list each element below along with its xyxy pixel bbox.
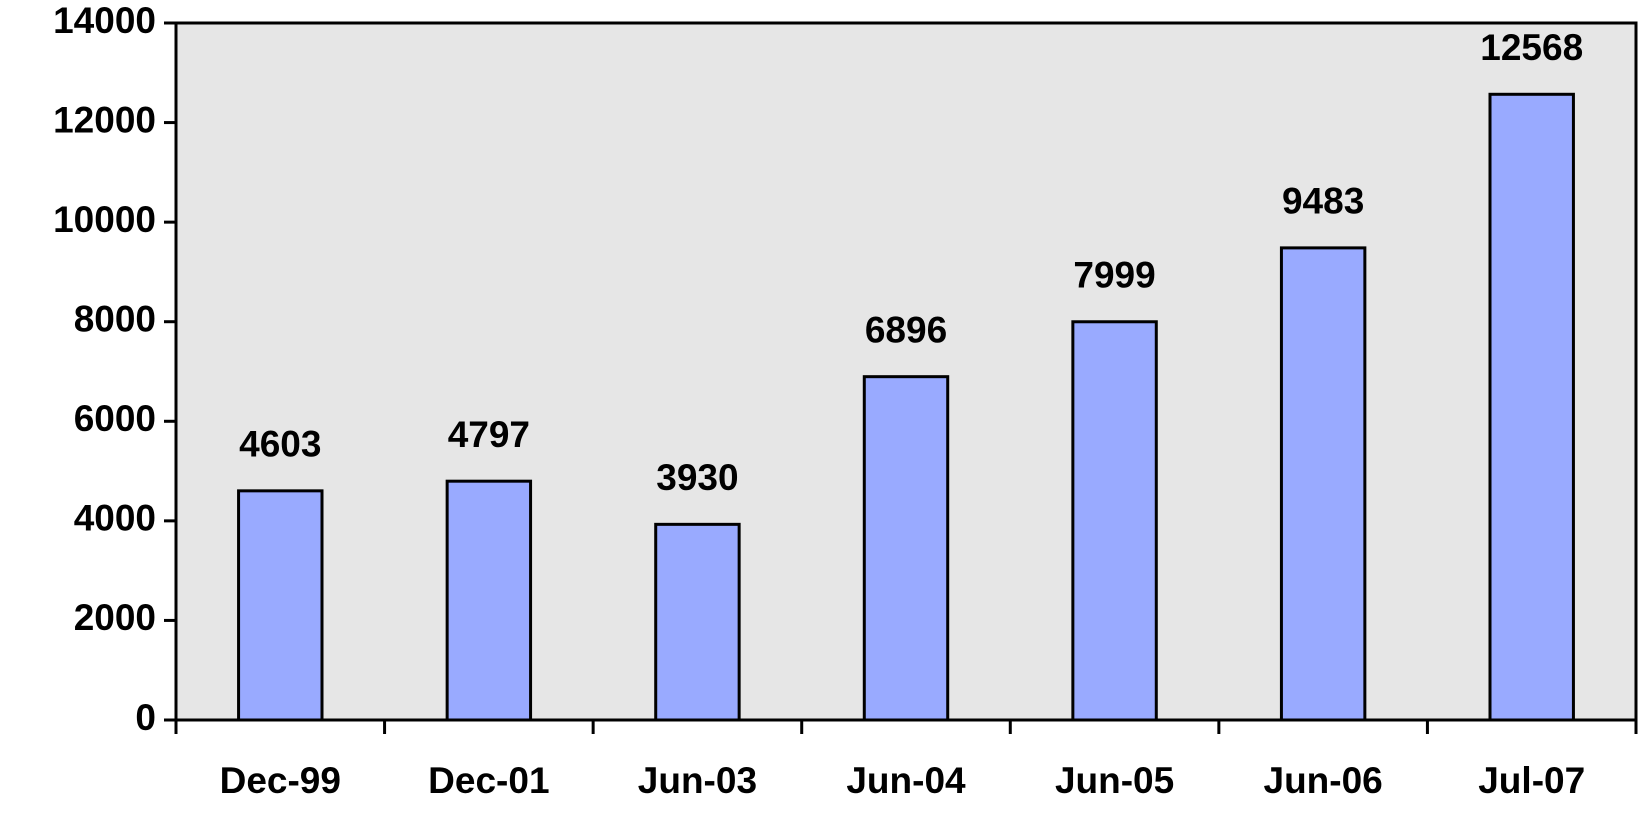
value-label: 9483: [1282, 181, 1364, 222]
y-tick-label: 0: [135, 697, 156, 738]
bar: [237, 489, 324, 722]
bar: [862, 375, 950, 722]
value-label: 4797: [448, 414, 530, 455]
value-label: 7999: [1073, 255, 1155, 296]
bar: [445, 479, 533, 722]
x-tick-label: Jun-05: [1055, 760, 1174, 801]
bar: [1488, 92, 1575, 722]
value-label: 4603: [239, 424, 321, 465]
y-tick-label: 14000: [53, 0, 156, 41]
value-label: 6896: [865, 309, 947, 350]
y-tick-label: 2000: [74, 597, 156, 638]
x-tick-label: Jul-07: [1478, 760, 1585, 801]
y-tick-label: 8000: [74, 298, 156, 339]
y-tick-label: 4000: [74, 498, 156, 539]
y-tick-label: 10000: [53, 199, 156, 240]
y-tick-label: 12000: [53, 99, 156, 140]
x-tick-label: Jun-04: [846, 760, 966, 801]
bar: [1279, 246, 1367, 722]
bar: [1071, 320, 1158, 722]
x-tick-label: Dec-99: [220, 760, 341, 801]
value-label: 12568: [1480, 27, 1583, 68]
x-tick-label: Jun-03: [638, 760, 757, 801]
y-tick-label: 6000: [74, 398, 156, 439]
bar: [654, 522, 741, 722]
x-tick-label: Dec-01: [428, 760, 549, 801]
x-tick-label: Jun-06: [1264, 760, 1383, 801]
value-label: 3930: [656, 457, 738, 498]
